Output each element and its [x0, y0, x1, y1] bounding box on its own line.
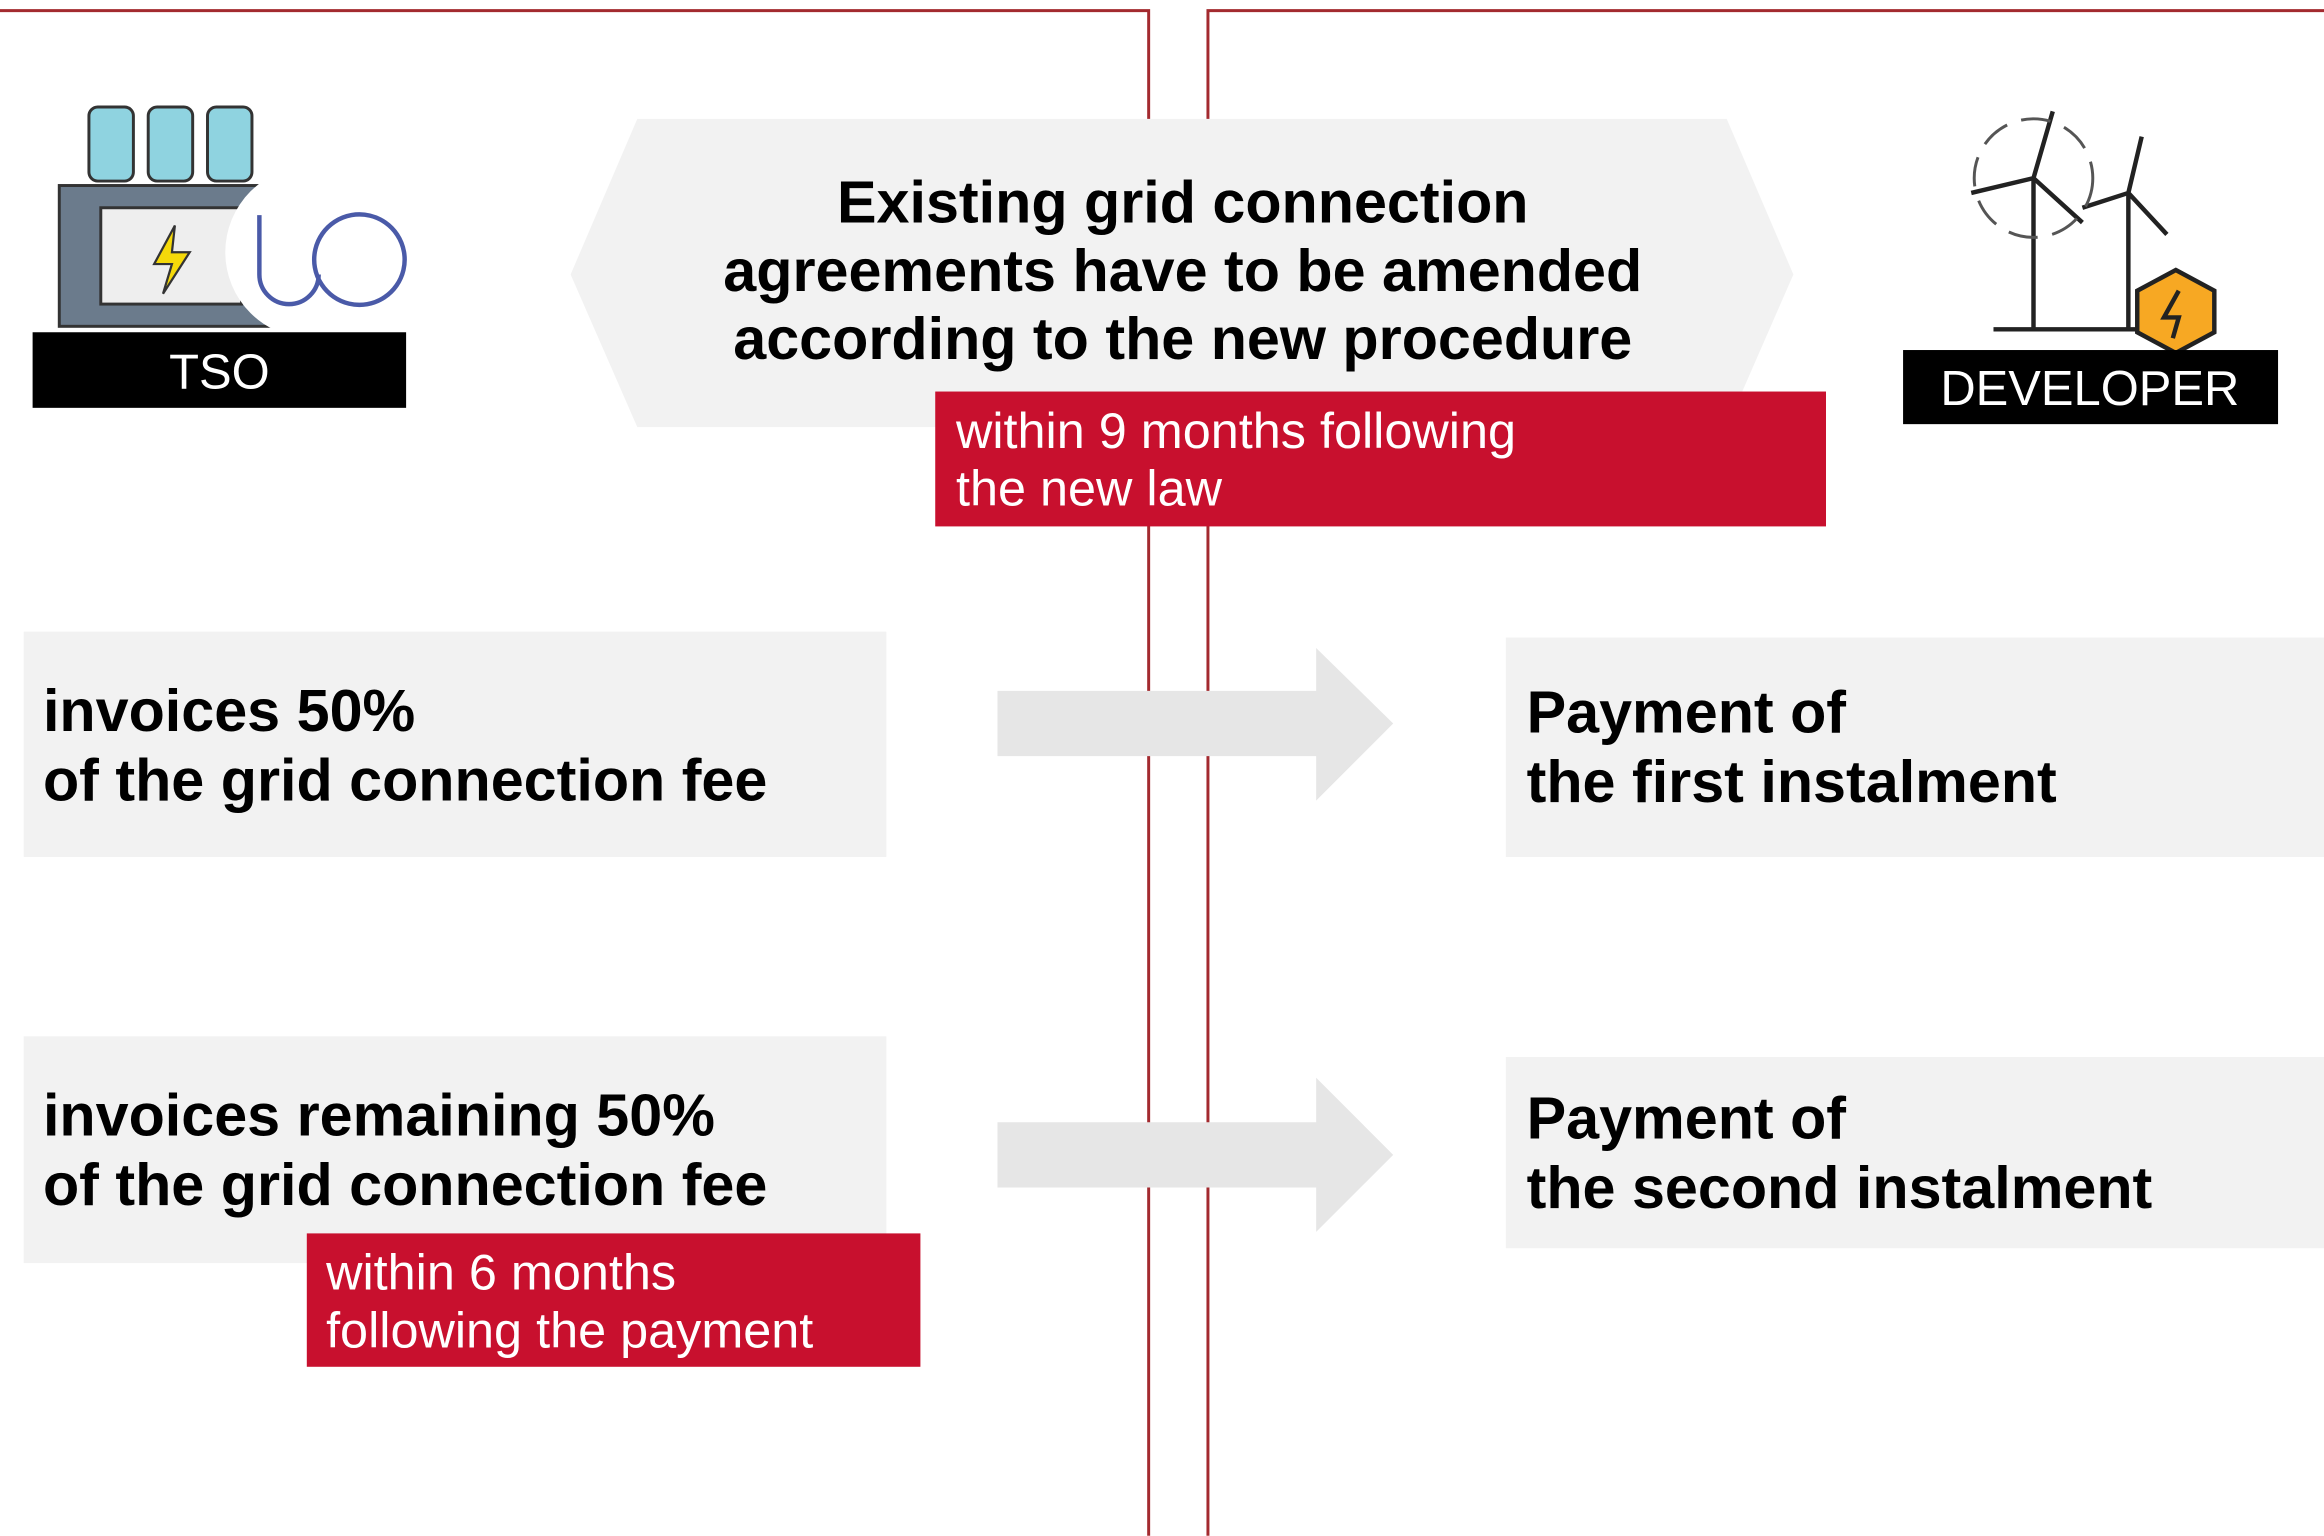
- header-line: agreements have to be amended: [723, 237, 1642, 304]
- row-left-line: invoices remaining 50%: [43, 1082, 715, 1149]
- header-note-box: [935, 391, 1826, 527]
- header-shape: [570, 118, 1794, 428]
- header-note-line: within 9 months following: [955, 402, 1516, 459]
- row-left-line: of the grid connection fee: [43, 1151, 767, 1218]
- row-box: [23, 1036, 887, 1264]
- row-left-line: of the grid connection fee: [43, 747, 767, 814]
- row-box: [1505, 637, 2324, 857]
- header-note-line: the new law: [956, 460, 1223, 517]
- row-box: [23, 631, 887, 857]
- tso-label-box: [32, 332, 407, 408]
- row-right-line: the second instalment: [1527, 1154, 2153, 1221]
- arrow: [997, 1077, 1394, 1232]
- note-line: following the payment: [326, 1302, 813, 1359]
- tso-column-line: [0, 9, 1151, 1536]
- tso-icon: [57, 105, 407, 339]
- developer-label: DEVELOPER: [1940, 362, 2239, 416]
- note-line: within 6 months: [325, 1244, 676, 1301]
- developer-icon: [1970, 110, 2217, 356]
- row-right-line: the first instalment: [1527, 748, 2057, 815]
- dividers: [0, 9, 2324, 1536]
- note-box: [306, 1233, 921, 1367]
- row-left-line: invoices 50%: [43, 677, 415, 744]
- developer-column-line: [1206, 9, 2324, 1536]
- header-line: according to the new procedure: [733, 305, 1632, 372]
- arrow: [997, 647, 1394, 801]
- row-right-line: Payment of: [1527, 678, 1847, 745]
- header-line: Existing grid connection: [837, 169, 1528, 236]
- developer-label-box: [1903, 350, 2279, 425]
- row-right-line: Payment of: [1527, 1085, 1847, 1152]
- tso-label: TSO: [169, 346, 270, 400]
- row-box: [1505, 1057, 2324, 1249]
